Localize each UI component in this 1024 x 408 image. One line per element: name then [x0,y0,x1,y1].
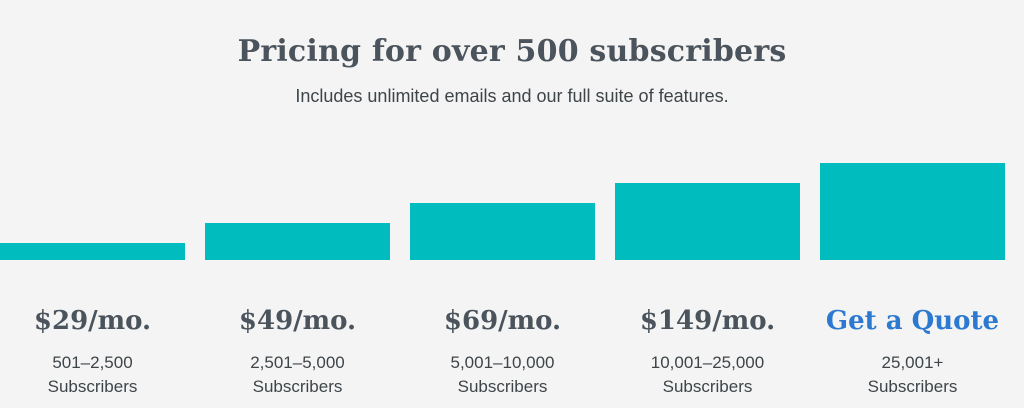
tier-bar [615,183,800,260]
page-title: Pricing for over 500 subscribers [237,34,787,69]
tier-price: $49/mo. [238,306,357,336]
tier-subscriber-label: Subscribers [47,377,138,396]
pricing-tier-3: $69/mo. 5,001–10,000 Subscribers [410,0,595,408]
tier-subscriber-range: 25,001+ [881,353,944,372]
pricing-tier-1: $29/mo. 501–2,500 Subscribers [0,0,185,408]
tier-price: $149/mo. [639,306,776,336]
tier-bar [0,243,185,260]
tier-subscriber-range: 2,501–5,000 [250,353,345,372]
tier-subscriber-label: Subscribers [867,377,958,396]
tier-subscriber-range: 10,001–25,000 [650,353,765,372]
tier-bar [205,223,390,260]
tier-subscriber-range: 5,001–10,000 [450,353,555,372]
tier-subscriber-label: Subscribers [662,377,753,396]
pricing-tier-5: Get a Quote 25,001+ Subscribers [820,0,1005,408]
tier-price: $29/mo. [33,306,152,336]
tier-subscriber-range: 501–2,500 [52,353,133,372]
tier-bar [410,203,595,260]
pricing-tier-2: $49/mo. 2,501–5,000 Subscribers [205,0,390,408]
tier-subscriber-label: Subscribers [252,377,343,396]
page-subtitle: Includes unlimited emails and our full s… [295,86,729,106]
tier-price: $69/mo. [443,306,562,336]
pricing-tier-4: $149/mo. 10,001–25,000 Subscribers [615,0,800,408]
get-a-quote-link[interactable]: Get a Quote [825,306,1000,336]
tier-bar [820,163,1005,260]
tier-subscriber-label: Subscribers [457,377,548,396]
